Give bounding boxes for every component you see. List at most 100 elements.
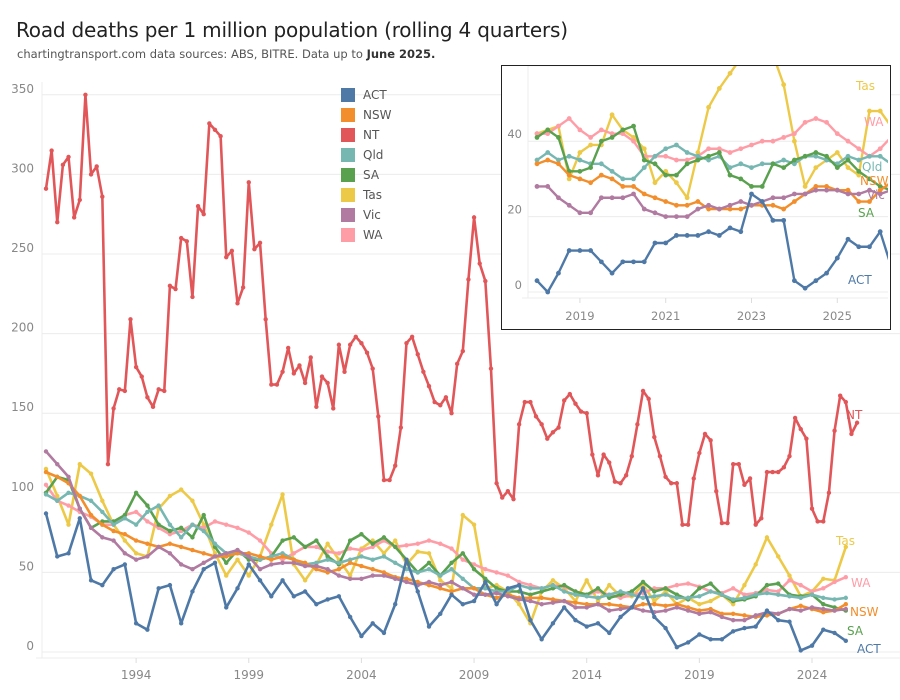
data-point [302, 589, 308, 594]
data-point [663, 199, 669, 204]
data-point [404, 340, 409, 346]
data-point [347, 546, 353, 551]
data-point [347, 576, 353, 581]
data-point [889, 188, 894, 193]
data-point [145, 503, 150, 508]
data-point [889, 180, 894, 185]
legend-label: WA [363, 228, 383, 242]
data-point [685, 605, 691, 610]
x-tick-label: 2014 [571, 668, 602, 682]
data-point [550, 597, 556, 602]
data-point [55, 554, 60, 559]
data-point [111, 522, 116, 527]
data-point [584, 594, 589, 599]
data-point [111, 567, 116, 572]
data-point [528, 582, 533, 588]
legend-label: NSW [363, 108, 392, 122]
data-point [415, 570, 420, 575]
data-point [776, 581, 781, 586]
data-point [719, 520, 725, 526]
data-point [813, 153, 819, 159]
legend-item-tas[interactable]: Tas [341, 185, 391, 205]
data-point [708, 581, 713, 586]
data-point [336, 560, 342, 566]
data-point [314, 563, 319, 569]
data-point [834, 150, 840, 155]
data-point [792, 161, 797, 167]
data-point [556, 195, 561, 201]
data-point [133, 538, 139, 543]
data-point [877, 229, 883, 235]
data-point [652, 161, 658, 167]
data-point [588, 248, 594, 253]
data-point [856, 157, 862, 163]
data-point [88, 498, 94, 503]
data-point [263, 317, 268, 322]
inset-end-label-vic: Vic [867, 188, 885, 202]
data-point [201, 528, 206, 534]
legend-label: Vic [363, 208, 381, 222]
data-point [359, 340, 364, 346]
data-point [640, 388, 646, 394]
data-point [280, 369, 285, 375]
data-point [889, 135, 894, 140]
data-point [697, 594, 702, 599]
data-point [573, 600, 578, 605]
data-point [595, 473, 601, 478]
data-point [609, 195, 615, 201]
data-point [719, 637, 725, 642]
data-point [404, 543, 409, 548]
data-point [280, 551, 285, 556]
y-tick-label: 50 [19, 559, 34, 573]
data-point [573, 589, 578, 594]
data-point [133, 522, 139, 527]
data-point [528, 617, 533, 623]
data-point [460, 576, 466, 581]
inset-end-label-wa: WA [864, 115, 884, 129]
data-point [674, 605, 680, 610]
data-point [674, 202, 679, 208]
data-point [449, 579, 454, 585]
data-point [539, 422, 544, 427]
data-point [867, 176, 872, 182]
end-label-nt: NT [846, 408, 863, 422]
data-point [771, 52, 776, 57]
legend-item-nsw[interactable]: NSW [341, 105, 391, 125]
data-point [856, 168, 862, 174]
data-point [770, 202, 776, 208]
data-point [706, 104, 711, 110]
legend-item-sa[interactable]: SA [341, 165, 391, 185]
data-point [201, 551, 206, 556]
data-point [167, 493, 173, 499]
data-point [291, 551, 297, 556]
data-point [483, 278, 488, 284]
series-vic [43, 449, 849, 623]
legend-swatch [341, 168, 355, 182]
data-point [798, 603, 803, 609]
legend-item-act[interactable]: ACT [341, 85, 391, 105]
data-point [269, 522, 274, 527]
data-point [849, 431, 854, 437]
data-point [620, 195, 626, 201]
data-point [730, 597, 736, 602]
data-point [618, 603, 623, 609]
data-point [246, 530, 251, 535]
data-point [128, 317, 133, 322]
data-point [640, 602, 646, 607]
data-point [856, 199, 862, 204]
data-point [426, 383, 432, 389]
data-point [804, 436, 809, 441]
data-point [534, 278, 540, 284]
legend-item-vic[interactable]: Vic [341, 205, 391, 225]
data-point [370, 366, 375, 371]
data-point [588, 165, 594, 170]
data-point [280, 557, 285, 562]
data-point [88, 471, 94, 476]
data-point [781, 465, 787, 470]
legend-item-qld[interactable]: Qld [341, 145, 391, 165]
legend-item-wa[interactable]: WA [341, 225, 391, 245]
legend-item-nt[interactable]: NT [341, 125, 391, 145]
data-point [415, 589, 420, 594]
data-point [415, 579, 420, 585]
data-point [684, 161, 690, 167]
